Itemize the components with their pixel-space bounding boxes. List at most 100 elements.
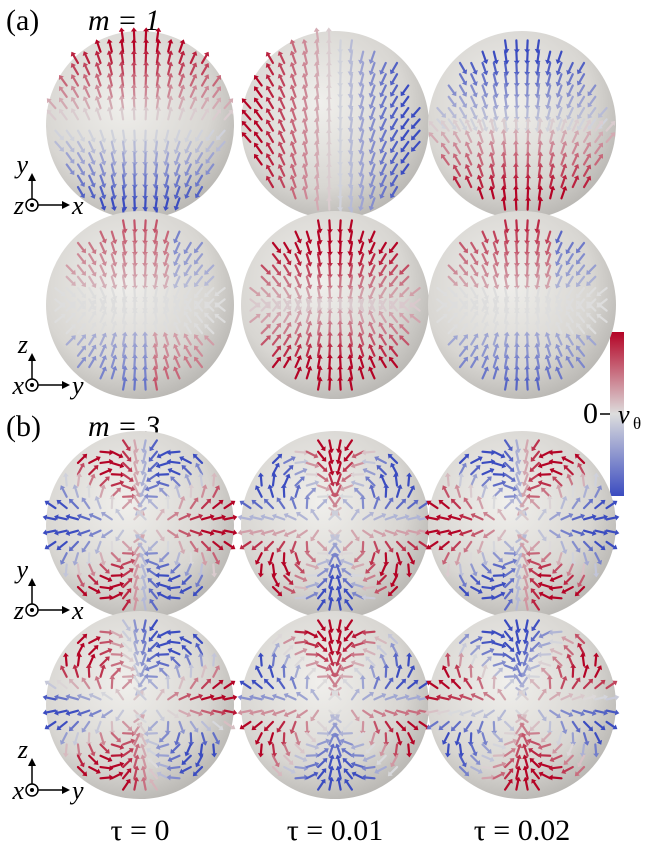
arrow-shaft <box>134 302 135 311</box>
arrow-shaft <box>317 122 318 131</box>
colorbar-subscript: θ <box>633 414 641 433</box>
sphere <box>238 431 433 619</box>
arrow-shaft <box>527 243 528 252</box>
arrow-shaft <box>171 767 180 768</box>
axis-label: y <box>69 776 84 805</box>
arrow-shaft <box>527 254 528 263</box>
arrow-shaft <box>483 598 492 599</box>
arrow-shaft <box>134 243 135 252</box>
arrow-shaft <box>66 657 67 666</box>
arrow-shaft <box>460 744 461 753</box>
arrow-shaft <box>505 74 506 83</box>
arrow-shaft <box>527 232 528 241</box>
arrow-shaft <box>408 744 409 753</box>
arrow-shaft <box>408 564 409 573</box>
arrow-shaft <box>101 452 110 453</box>
arrow-shaft <box>516 288 517 297</box>
arrow-shaft <box>329 220 330 229</box>
arrow-shaft <box>527 335 528 344</box>
arrow-shaft <box>539 144 540 153</box>
arrow-shaft <box>156 153 157 162</box>
arrow-shaft <box>538 40 539 49</box>
arrow-shaft <box>351 86 352 95</box>
arrow-shaft <box>340 266 341 275</box>
arrow-head <box>28 578 36 586</box>
arrow-shaft <box>171 462 180 463</box>
column-label: τ = 0 <box>111 814 170 847</box>
arrow-shaft <box>101 767 110 768</box>
arrow-shaft <box>78 744 79 753</box>
arrow-shaft <box>317 178 318 187</box>
arrow-shaft <box>516 324 517 333</box>
arrow-shaft <box>329 358 330 367</box>
arrow-shaft <box>516 220 517 229</box>
arrow-shaft <box>122 54 123 63</box>
arrow-shaft <box>122 110 123 119</box>
axis-label: y <box>13 555 28 584</box>
column-label: τ = 0.01 <box>287 814 383 847</box>
out-of-plane-dot <box>30 788 34 792</box>
arrow-shaft <box>317 43 318 52</box>
arrow-shaft <box>527 220 528 229</box>
arrow-shaft <box>505 97 506 106</box>
axis-label: z <box>13 596 24 625</box>
arrow-shaft <box>583 657 584 666</box>
arrow-shaft <box>261 477 262 486</box>
arrow-shaft <box>134 254 135 263</box>
arrow-shaft <box>145 266 146 275</box>
arrow-head <box>28 173 36 181</box>
arrow-shaft <box>516 369 517 378</box>
arrow-shaft <box>273 564 274 573</box>
arrow-shaft <box>123 164 124 173</box>
arrow-shaft <box>134 358 135 367</box>
arrow-shaft <box>157 43 158 52</box>
arrow-shaft <box>273 744 274 753</box>
sphere <box>425 611 620 799</box>
arrow-shaft <box>527 302 528 311</box>
arrow-shaft <box>273 657 274 666</box>
arrow-shaft <box>516 266 517 275</box>
arrow-head <box>62 201 70 209</box>
arrow-shaft <box>527 347 528 356</box>
axis-label: x <box>11 371 24 400</box>
arrow-shaft <box>539 178 540 187</box>
axis-label: z <box>13 191 24 220</box>
arrow-shaft <box>504 201 505 210</box>
sphere <box>428 211 616 399</box>
arrow-shaft <box>340 243 341 252</box>
arrow-shaft <box>123 131 124 140</box>
arrow-shaft <box>78 657 79 666</box>
arrow-head <box>62 606 70 614</box>
arrow-shaft <box>317 88 318 97</box>
arrow-shaft <box>340 220 341 229</box>
arrow-head <box>62 786 70 794</box>
arrow-shaft <box>460 477 461 486</box>
axis-label: x <box>71 191 84 220</box>
arrow-shaft <box>538 52 539 61</box>
arrow-shaft <box>329 288 330 297</box>
arrow-shaft <box>351 176 352 185</box>
arrow-shaft <box>317 167 318 176</box>
arrow-shaft <box>396 657 397 666</box>
arrow-shaft <box>340 369 341 378</box>
arrow-shaft <box>134 288 135 297</box>
arrow-shaft <box>123 176 124 185</box>
arrow-shaft <box>504 122 505 131</box>
sphere-surface <box>46 431 234 619</box>
axis-label: z <box>17 330 28 359</box>
arrow-shaft <box>539 189 540 198</box>
arrow-shaft <box>317 189 318 198</box>
arrow-shaft <box>134 277 135 286</box>
arrow-shaft <box>261 744 262 753</box>
arrow-shaft <box>505 63 506 72</box>
arrow-shaft <box>504 189 505 198</box>
arrow-shaft <box>156 198 157 207</box>
arrow-shaft <box>66 477 67 486</box>
arrow-shaft <box>366 587 375 588</box>
arrow-shaft <box>538 86 539 95</box>
arrow-shaft <box>527 266 528 275</box>
arrow-shaft <box>340 254 341 263</box>
arrow-shaft <box>504 156 505 165</box>
arrow-shaft <box>171 778 180 779</box>
arrow-shaft <box>340 324 341 333</box>
